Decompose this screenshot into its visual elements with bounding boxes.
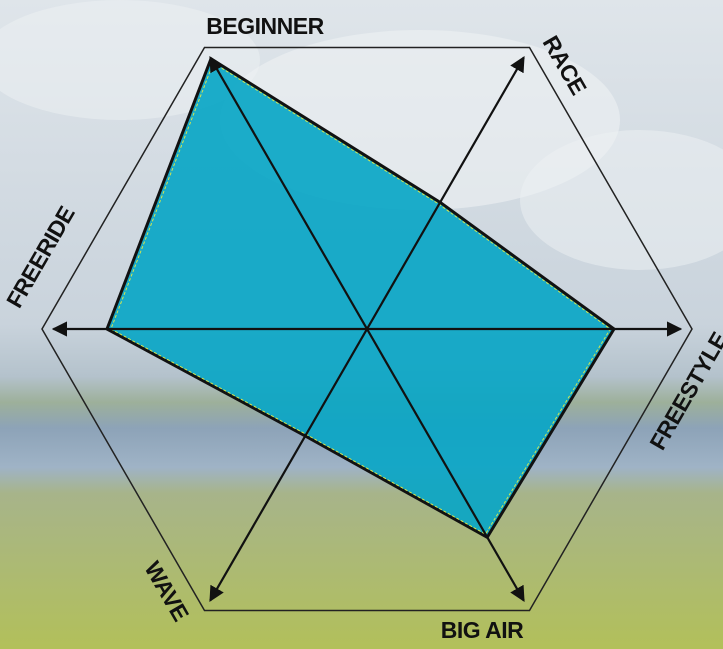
axis-label: BIG AIR: [441, 617, 524, 643]
cloud: [0, 0, 260, 120]
frame: [41, 46, 693, 612]
cloud: [520, 130, 723, 270]
axis-label: BEGINNER: [206, 13, 324, 39]
